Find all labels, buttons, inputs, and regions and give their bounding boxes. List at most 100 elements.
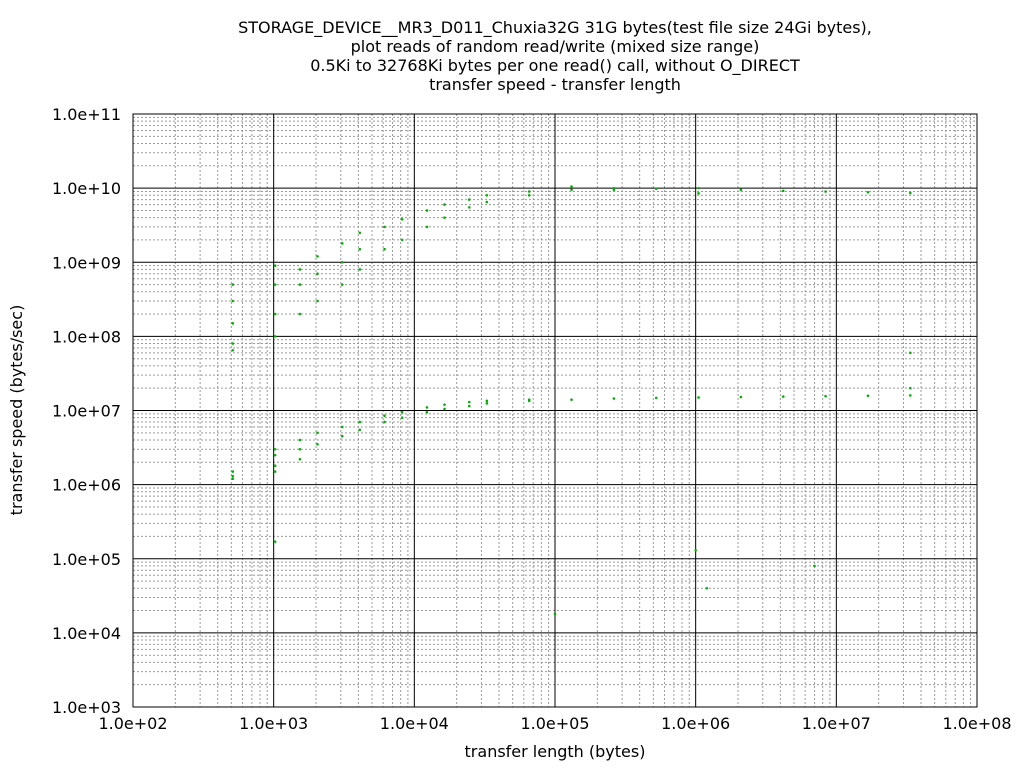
data-point [358, 231, 362, 235]
data-point [866, 190, 870, 194]
data-point [866, 394, 870, 398]
data-point [443, 216, 446, 219]
data-point [570, 188, 573, 192]
y-tick-label: 1.0e+07 [52, 402, 121, 421]
x-tick-label: 1.0e+02 [98, 714, 167, 733]
data-point [612, 186, 616, 190]
data-point [273, 464, 277, 468]
y-tick-label: 1.0e+11 [52, 105, 121, 124]
data-point [570, 185, 573, 188]
x-tick-label: 1.0e+07 [802, 714, 871, 733]
data-point [340, 260, 344, 264]
data-point [467, 404, 471, 408]
data-point [485, 402, 489, 405]
data-point [425, 406, 429, 409]
y-tick-label: 1.0e+04 [52, 624, 121, 643]
plot-frame [132, 113, 978, 708]
data-point [358, 268, 362, 271]
data-point [273, 540, 277, 543]
data-point [273, 453, 277, 457]
data-point [400, 217, 404, 221]
data-point [231, 283, 235, 286]
data-point [340, 425, 344, 429]
y-axis-title: transfer speed (bytes/sec) [7, 305, 26, 516]
data-point [467, 400, 471, 404]
data-point [340, 242, 344, 245]
data-point [383, 420, 386, 424]
data-point [316, 299, 319, 303]
data-point [273, 312, 277, 316]
data-point [781, 189, 785, 193]
data-point [298, 447, 302, 451]
title-line-1: STORAGE_DEVICE__MR3_D011_Chuxia32G 31G b… [238, 18, 872, 38]
grid [132, 113, 978, 708]
data-point [231, 474, 235, 478]
y-tick-label: 1.0e+03 [52, 698, 121, 717]
x-tick-label: 1.0e+03 [239, 714, 308, 733]
x-axis-title: transfer length (bytes) [465, 742, 646, 761]
data-point [908, 394, 912, 397]
data-point [467, 206, 471, 209]
data-point [694, 549, 697, 552]
data-point [612, 397, 616, 400]
data-point [527, 398, 531, 401]
data-point [316, 272, 319, 276]
data-point [705, 586, 709, 590]
data-point [781, 395, 785, 398]
data-point [298, 283, 302, 286]
data-point [340, 283, 344, 286]
data-point [298, 457, 302, 461]
data-point [824, 394, 827, 398]
data-point [273, 264, 277, 267]
data-point [813, 564, 816, 568]
data-point [697, 186, 700, 190]
data-point [443, 403, 446, 406]
data-point [340, 434, 344, 438]
data-point [908, 351, 912, 355]
data-point [570, 398, 573, 401]
data-point [316, 431, 319, 435]
data-point [383, 414, 386, 418]
data-point [383, 247, 386, 251]
data-point [908, 191, 912, 195]
title-line-2: plot reads of random read/write (mixed s… [351, 37, 760, 56]
y-tick-label: 1.0e+06 [52, 476, 121, 495]
data-point [400, 416, 404, 419]
data-point [358, 247, 362, 251]
tick-labels: 1.0e+02 1.0e+03 1.0e+04 1.0e+05 1.0e+06 1.0e+… [52, 105, 1012, 733]
data-point [467, 198, 471, 201]
data-point [273, 283, 277, 286]
data-point [231, 322, 235, 325]
data-point [654, 396, 658, 400]
data-point [231, 477, 235, 481]
data-point [425, 209, 429, 212]
data-point [739, 188, 743, 192]
data-point [400, 410, 404, 414]
x-tick-label: 1.0e+08 [942, 714, 1011, 733]
data-point [654, 187, 658, 191]
data-point [231, 299, 235, 303]
y-tick-label: 1.0e+10 [52, 179, 121, 198]
data-point [231, 348, 235, 352]
data-point [485, 399, 489, 403]
data-point [425, 410, 429, 414]
x-tick-label: 1.0e+06 [661, 714, 730, 733]
y-tick-label: 1.0e+09 [52, 253, 121, 272]
data-points [231, 185, 912, 616]
title-line-4: transfer speed - transfer length [429, 75, 681, 94]
data-point [316, 255, 319, 258]
data-point [273, 335, 277, 338]
data-point [298, 268, 302, 271]
data-point [527, 194, 531, 197]
data-point [298, 438, 302, 442]
data-point [527, 190, 531, 193]
data-point [383, 225, 386, 229]
data-point [739, 395, 743, 399]
data-point [824, 190, 827, 193]
data-point [697, 192, 700, 195]
data-point [400, 238, 404, 242]
x-tick-label: 1.0e+04 [380, 714, 449, 733]
data-point [273, 447, 277, 451]
